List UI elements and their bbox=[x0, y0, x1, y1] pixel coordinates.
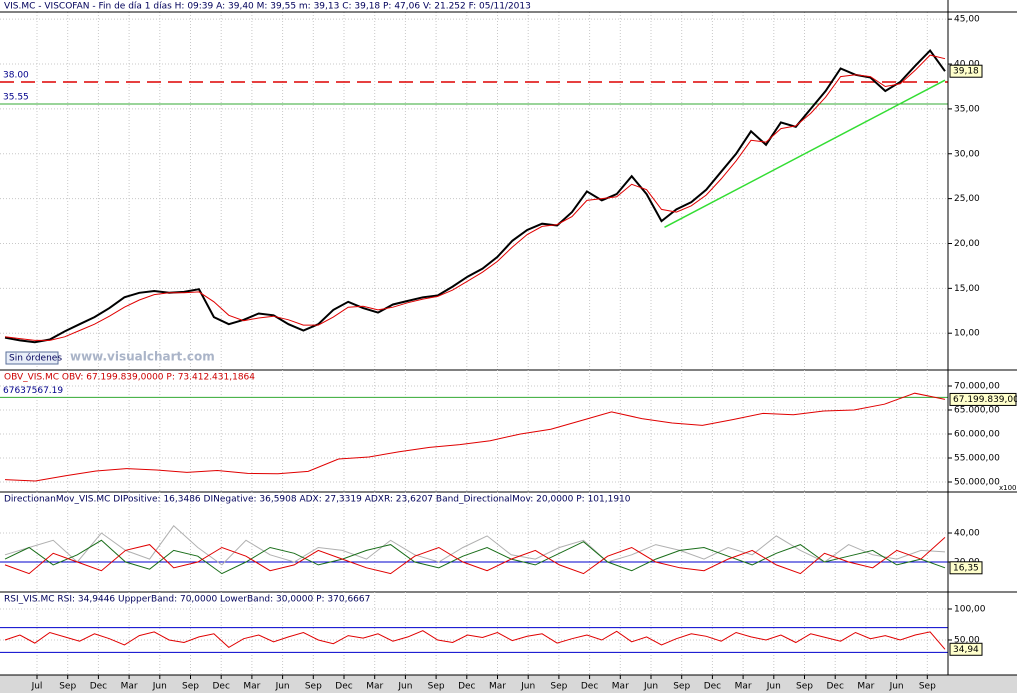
last-value-label: 16,35 bbox=[953, 563, 979, 573]
last-value-box bbox=[949, 642, 983, 656]
series-line bbox=[4, 54, 946, 341]
y-tick-label: 10,00 bbox=[954, 329, 980, 339]
x-tick-label: Mar bbox=[857, 682, 874, 692]
x-tick-label: Jun bbox=[397, 682, 412, 692]
panel-title: RSI_VIS.MC RSI: 34,9446 UppperBand: 70,0… bbox=[4, 595, 370, 605]
x-tick-label: Mar bbox=[366, 682, 383, 692]
series-line bbox=[4, 539, 946, 575]
y-tick-label: 35,00 bbox=[954, 104, 980, 114]
x-tick-label: Dec bbox=[826, 682, 843, 692]
panel-title: OBV_VIS.MC OBV: 67.199.839,0000 P: 73.41… bbox=[4, 373, 255, 383]
x-tick-label: Dec bbox=[212, 682, 229, 692]
x-axis-band bbox=[0, 675, 1017, 693]
x-tick-label: Sep bbox=[919, 682, 936, 692]
y-tick-label: 50,00 bbox=[954, 635, 980, 645]
x-tick-label: Sep bbox=[550, 682, 567, 692]
x-tick-label: Sep bbox=[182, 682, 199, 692]
panel-title: VIS.MC - VISCOFAN - Fin de día 1 días H:… bbox=[4, 2, 531, 12]
y-tick-label: 60.000,00 bbox=[954, 430, 1000, 440]
x-tick-label: Jul bbox=[31, 682, 43, 692]
y-tick-label: 45,00 bbox=[954, 15, 980, 25]
x-tick-label: Jun bbox=[520, 682, 535, 692]
x-tick-label: Mar bbox=[489, 682, 506, 692]
panel-title: DirectionanMov_VIS.MC DIPositive: 16,348… bbox=[4, 495, 631, 505]
x-tick-label: Jun bbox=[889, 682, 904, 692]
x-tick-label: Dec bbox=[335, 682, 352, 692]
last-value-box bbox=[949, 392, 1017, 406]
x-tick-label: Dec bbox=[458, 682, 475, 692]
x-tick-label: Jun bbox=[152, 682, 167, 692]
x-tick-label: Dec bbox=[704, 682, 721, 692]
x-tick-label: Mar bbox=[121, 682, 138, 692]
last-value-label: 67.199.839,00 bbox=[953, 395, 1017, 405]
series-line bbox=[4, 537, 946, 575]
y-tick-label: 40,00 bbox=[954, 529, 980, 539]
x-tick-label: Sep bbox=[59, 682, 76, 692]
x-tick-label: Sep bbox=[428, 682, 445, 692]
last-value-box bbox=[949, 64, 983, 78]
x-tick-label: Mar bbox=[612, 682, 629, 692]
x-tick-label: Sep bbox=[673, 682, 690, 692]
y-tick-label: 55.000,00 bbox=[954, 454, 1000, 464]
y-tick-label: 100,00 bbox=[954, 604, 986, 614]
y-tick-label: 70.000,00 bbox=[954, 381, 1000, 391]
x-tick-label: Jun bbox=[643, 682, 658, 692]
x-tick-label: Dec bbox=[581, 682, 598, 692]
last-value-label: 34,94 bbox=[953, 645, 979, 655]
trendline bbox=[664, 79, 946, 229]
x-tick-label: Jun bbox=[275, 682, 290, 692]
y-tick-label: 25,00 bbox=[954, 194, 980, 204]
series-line bbox=[4, 49, 946, 344]
last-value-box bbox=[949, 561, 983, 575]
x-tick-label: Sep bbox=[796, 682, 813, 692]
status-label: Sin órdenes bbox=[9, 353, 62, 364]
y-tick-label: 30,00 bbox=[954, 149, 980, 159]
series-line bbox=[4, 630, 946, 650]
status-box bbox=[5, 351, 59, 365]
series-line bbox=[4, 392, 946, 482]
reference-line-label: 35.55 bbox=[3, 92, 29, 102]
y-tick-label: 40,00 bbox=[954, 60, 980, 70]
unit-label: x1000 bbox=[999, 484, 1017, 492]
y-tick-label: 65.000,00 bbox=[954, 405, 1000, 415]
x-tick-label: Sep bbox=[305, 682, 322, 692]
y-tick-label: 50.000,00 bbox=[954, 478, 1000, 488]
y-tick-label: 15,00 bbox=[954, 284, 980, 294]
x-tick-label: Dec bbox=[90, 682, 107, 692]
series-line bbox=[4, 525, 946, 566]
y-tick-label: 20,00 bbox=[954, 239, 980, 249]
reference-line-label: 38.00 bbox=[3, 70, 29, 80]
x-tick-label: Jun bbox=[766, 682, 781, 692]
x-tick-label: Mar bbox=[735, 682, 752, 692]
x-tick-label: Mar bbox=[243, 682, 260, 692]
reference-line-label: 67637567.19 bbox=[3, 386, 63, 396]
watermark: www.visualchart.com bbox=[70, 350, 215, 364]
last-value-label: 39,18 bbox=[953, 67, 979, 77]
